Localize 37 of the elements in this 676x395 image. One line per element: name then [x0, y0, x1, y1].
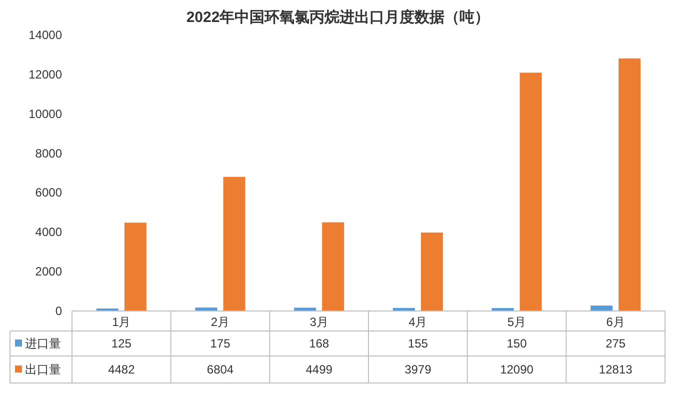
data-label: 4499	[306, 362, 333, 376]
data-label: 155	[408, 336, 428, 350]
x-tick-label: 3月	[310, 315, 328, 329]
bar	[420, 232, 443, 311]
y-tick-label: 2000	[35, 264, 62, 279]
legend-label: 出口量	[25, 362, 61, 376]
x-tick-label: 4月	[408, 315, 428, 329]
bar	[124, 222, 146, 311]
bar	[294, 308, 316, 311]
x-tick-label: 5月	[507, 315, 526, 329]
bar	[223, 176, 246, 311]
data-label: 12813	[598, 362, 633, 376]
data-label: 175	[210, 336, 231, 350]
y-tick-label: 8000	[35, 146, 62, 160]
data-label: 125	[111, 336, 132, 350]
y-tick-label: 12000	[28, 67, 62, 82]
y-tick-label: 10000	[28, 106, 62, 121]
bar	[520, 72, 542, 311]
data-label: 4482	[108, 362, 136, 376]
x-tick-label: 1月	[112, 315, 131, 329]
data-label: 6804	[206, 362, 234, 376]
data-label: 168	[309, 336, 330, 350]
y-tick-label: 4000	[35, 225, 62, 240]
y-tick-label: 14000	[28, 28, 62, 42]
data-label: 150	[506, 336, 528, 350]
x-tick-label: 2月	[210, 315, 230, 329]
y-tick-label: 6000	[35, 186, 62, 200]
data-label: 275	[606, 336, 626, 350]
data-label: 12090	[500, 362, 534, 376]
data-label: 3979	[404, 362, 432, 376]
y-tick-label: 0	[55, 304, 62, 318]
bar	[322, 222, 344, 311]
legend-label: 进口量	[25, 336, 61, 350]
bar	[618, 58, 641, 311]
chart-title: 2022年中国环氧氯丙烷进出口月度数据（吨）	[186, 8, 490, 26]
bar	[590, 306, 613, 311]
x-tick-label: 6月	[606, 315, 625, 329]
